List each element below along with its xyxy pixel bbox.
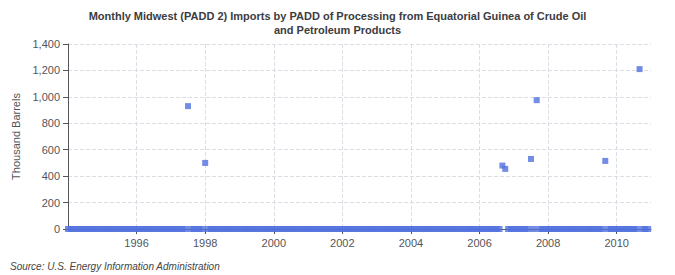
svg-text:400: 400 — [42, 170, 60, 182]
svg-text:600: 600 — [42, 144, 60, 156]
svg-text:2000: 2000 — [262, 237, 286, 249]
svg-text:and Petroleum Products: and Petroleum Products — [274, 24, 401, 36]
svg-text:Source: U.S. Energy Informatio: Source: U.S. Energy Information Administ… — [10, 261, 220, 272]
svg-text:0: 0 — [54, 223, 60, 235]
svg-text:2010: 2010 — [604, 237, 628, 249]
svg-text:2008: 2008 — [536, 237, 560, 249]
svg-text:Thousand Barrels: Thousand Barrels — [10, 93, 22, 180]
svg-text:1,400: 1,400 — [32, 38, 60, 50]
svg-text:1,200: 1,200 — [32, 64, 60, 76]
svg-text:2004: 2004 — [399, 237, 423, 249]
svg-text:1998: 1998 — [193, 237, 217, 249]
svg-text:1996: 1996 — [124, 237, 148, 249]
svg-text:2006: 2006 — [467, 237, 491, 249]
svg-text:200: 200 — [42, 197, 60, 209]
svg-text:800: 800 — [42, 117, 60, 129]
svg-text:2002: 2002 — [330, 237, 354, 249]
svg-text:1,000: 1,000 — [32, 91, 60, 103]
svg-text:Monthly Midwest (PADD 2) Impor: Monthly Midwest (PADD 2) Imports by PADD… — [89, 10, 587, 22]
